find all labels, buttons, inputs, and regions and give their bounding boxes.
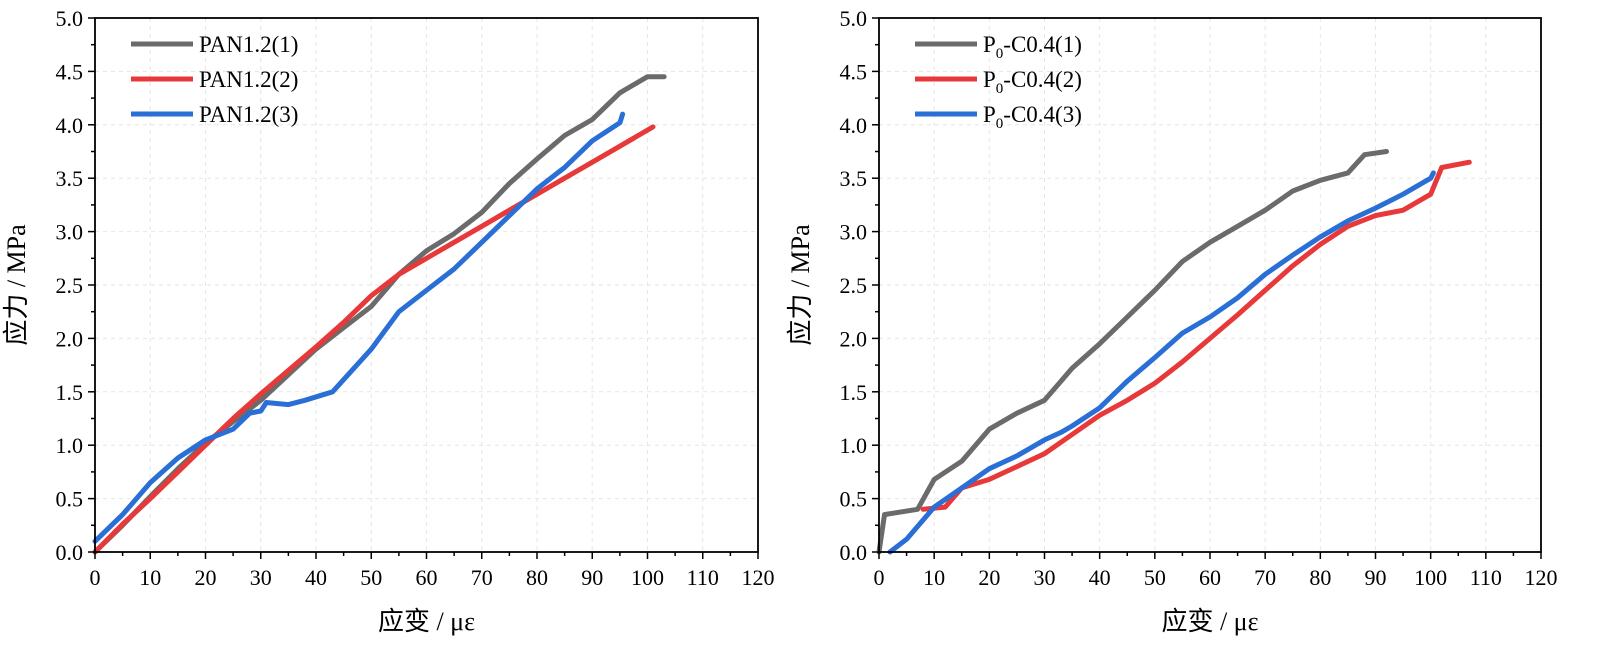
x-tick-label: 60 [1199, 565, 1221, 590]
legend-label: P0-C0.4(2) [983, 67, 1082, 97]
x-tick-label: 0 [90, 565, 101, 590]
y-tick-label: 3.0 [840, 220, 868, 245]
y-tick-label: 1.5 [56, 380, 84, 405]
y-tick-label: 4.0 [840, 113, 868, 138]
x-tick-label: 0 [874, 565, 885, 590]
y-tick-label: 3.0 [56, 220, 84, 245]
x-tick-label: 110 [687, 565, 719, 590]
x-tick-label: 10 [923, 565, 945, 590]
x-tick-label: 50 [360, 565, 382, 590]
series-line-2-3 [887, 170, 1436, 555]
y-tick-label: 5.0 [840, 6, 868, 31]
y-tick-label: 0.5 [840, 487, 868, 512]
series-line-1-2 [92, 124, 656, 555]
legend-label: PAN1.2(1) [199, 32, 298, 57]
x-axis-title: 应变 / με [1161, 607, 1258, 636]
y-tick-label: 1.0 [840, 433, 868, 458]
y-tick-label: 1.0 [56, 433, 84, 458]
x-tick-label: 120 [1525, 565, 1558, 590]
x-tick-label: 30 [250, 565, 272, 590]
x-tick-label: 40 [1089, 565, 1111, 590]
x-tick-label: 100 [631, 565, 664, 590]
y-tick-label: 3.5 [56, 166, 84, 191]
x-tick-label: 90 [581, 565, 603, 590]
x-tick-label: 50 [1144, 565, 1166, 590]
chart-panel-2: 0 10 20 30 40 50 60 70 80 90 100 110 120 0.0 0.5 1.0 1.5… [786, 6, 1558, 636]
x-tick-label: 70 [1254, 565, 1276, 590]
y-axis-title: 应力 / MPa [786, 224, 815, 346]
legend-label: PAN1.2(3) [199, 102, 298, 127]
y-tick-label: 2.0 [56, 326, 84, 351]
x-tick-label: 80 [1309, 565, 1331, 590]
y-tick-label: 5.0 [56, 6, 84, 31]
legend-label: PAN1.2(2) [199, 67, 298, 92]
x-tick-label: 20 [195, 565, 217, 590]
series-line-1-1 [92, 74, 667, 555]
x-tick-label: 70 [471, 565, 493, 590]
x-tick-label: 80 [526, 565, 548, 590]
y-axis-title: 应力 / MPa [2, 224, 31, 346]
y-tick-label: 4.0 [56, 113, 84, 138]
y-tick-label: 1.5 [840, 380, 868, 405]
series-line-2-2 [920, 159, 1472, 512]
x-tick-label: 90 [1365, 565, 1387, 590]
y-tick-label: 0.5 [56, 487, 84, 512]
y-tick-label: 2.5 [56, 273, 84, 298]
y-tick-label: 2.5 [840, 273, 868, 298]
x-tick-label: 10 [139, 565, 161, 590]
series-line-2-1 [876, 149, 1389, 555]
y-tick-label: 2.0 [840, 326, 868, 351]
y-tick-label: 0.0 [56, 540, 84, 565]
y-tick-label: 4.5 [840, 59, 868, 84]
x-tick-label: 20 [978, 565, 1000, 590]
x-axis-title: 应变 / με [378, 607, 475, 636]
series-line-1-3 [92, 111, 626, 544]
x-tick-label: 100 [1414, 565, 1447, 590]
legend-label: P0-C0.4(3) [983, 102, 1082, 132]
y-tick-label: 3.5 [840, 166, 868, 191]
chart-panel-1: 0 10 20 30 40 50 60 70 80 90 100 110 120 0.0 0.5 1.0 1.5… [2, 6, 775, 636]
x-tick-label: 30 [1034, 565, 1056, 590]
legend-label: P0-C0.4(1) [983, 32, 1082, 62]
x-tick-label: 120 [742, 565, 775, 590]
y-tick-label: 4.5 [56, 59, 84, 84]
x-tick-label: 110 [1470, 565, 1502, 590]
y-tick-label: 0.0 [840, 540, 868, 565]
x-tick-label: 40 [305, 565, 327, 590]
x-tick-label: 60 [416, 565, 438, 590]
